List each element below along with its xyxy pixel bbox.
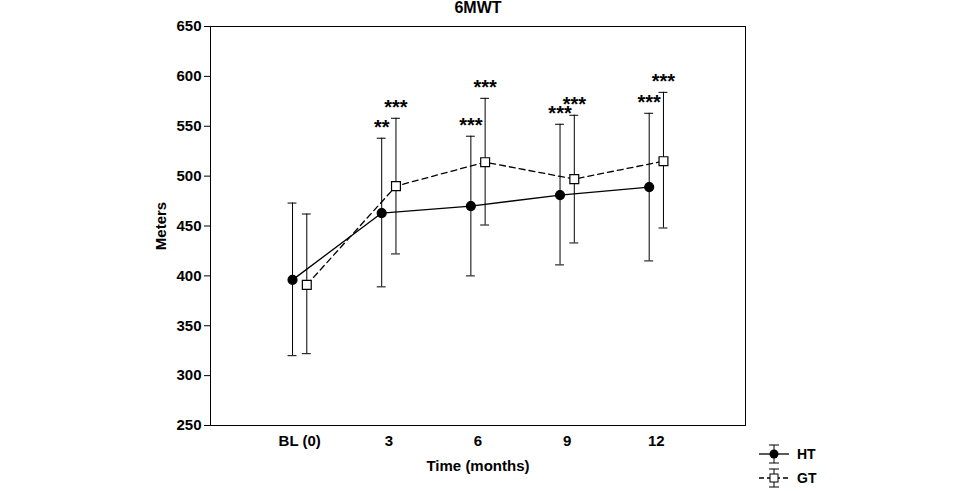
- svg-text:Meters: Meters: [152, 202, 169, 250]
- svg-text:650: 650: [176, 17, 201, 34]
- svg-text:***: ***: [473, 76, 497, 98]
- svg-text:350: 350: [176, 317, 201, 334]
- svg-text:600: 600: [176, 67, 201, 84]
- svg-text:HT: HT: [797, 446, 816, 462]
- svg-text:3: 3: [385, 432, 393, 449]
- svg-text:GT: GT: [797, 470, 817, 486]
- svg-text:BL (0): BL (0): [279, 432, 321, 449]
- svg-text:400: 400: [176, 267, 201, 284]
- svg-text:500: 500: [176, 167, 201, 184]
- svg-text:9: 9: [563, 432, 571, 449]
- svg-text:6MWT: 6MWT: [454, 0, 501, 16]
- svg-text:250: 250: [176, 416, 201, 433]
- svg-text:***: ***: [384, 96, 408, 118]
- svg-text:Time (months): Time (months): [426, 457, 529, 474]
- svg-text:***: ***: [563, 93, 587, 115]
- svg-text:300: 300: [176, 366, 201, 383]
- svg-text:**: **: [374, 116, 390, 138]
- svg-text:***: ***: [638, 91, 662, 113]
- svg-text:6: 6: [474, 432, 482, 449]
- svg-text:450: 450: [176, 217, 201, 234]
- svg-text:12: 12: [648, 432, 665, 449]
- svg-text:***: ***: [652, 70, 676, 92]
- svg-text:550: 550: [176, 117, 201, 134]
- svg-text:***: ***: [459, 114, 483, 136]
